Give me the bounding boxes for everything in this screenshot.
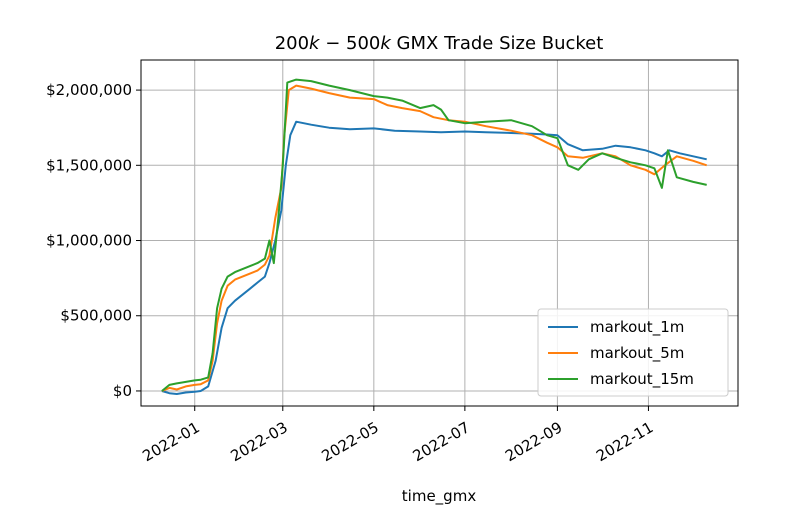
y-axis-ticks: $0 $500,000 $1,000,000 $1,500,000 $2,000,000 [46, 81, 141, 400]
y-tick-label: $1,500,000 [46, 156, 132, 174]
y-tick-label: $2,000,000 [46, 81, 132, 99]
legend-entries: markout_1m markout_5m markout_15m [548, 318, 694, 389]
series-line-markout-1m [161, 120, 707, 395]
y-tick-label: $500,000 [60, 307, 132, 325]
legend-label: markout_5m [590, 344, 684, 363]
x-axis-label: time_gmx [402, 487, 477, 506]
plot-frame [140, 59, 739, 407]
chart-title: 200k − 500k GMX Trade Size Bucket [275, 33, 604, 54]
legend-label: markout_1m [590, 318, 684, 337]
y-tick-label: $0 [113, 382, 132, 400]
legend-label: markout_15m [590, 370, 694, 389]
legend-box [537, 308, 729, 397]
series-line-markout-15m [161, 78, 707, 392]
legend: markout_1m markout_5m markout_15m [537, 308, 729, 397]
series-lines [161, 78, 708, 395]
y-tick-label: $1,000,000 [46, 232, 132, 250]
grid-lines [141, 60, 738, 406]
